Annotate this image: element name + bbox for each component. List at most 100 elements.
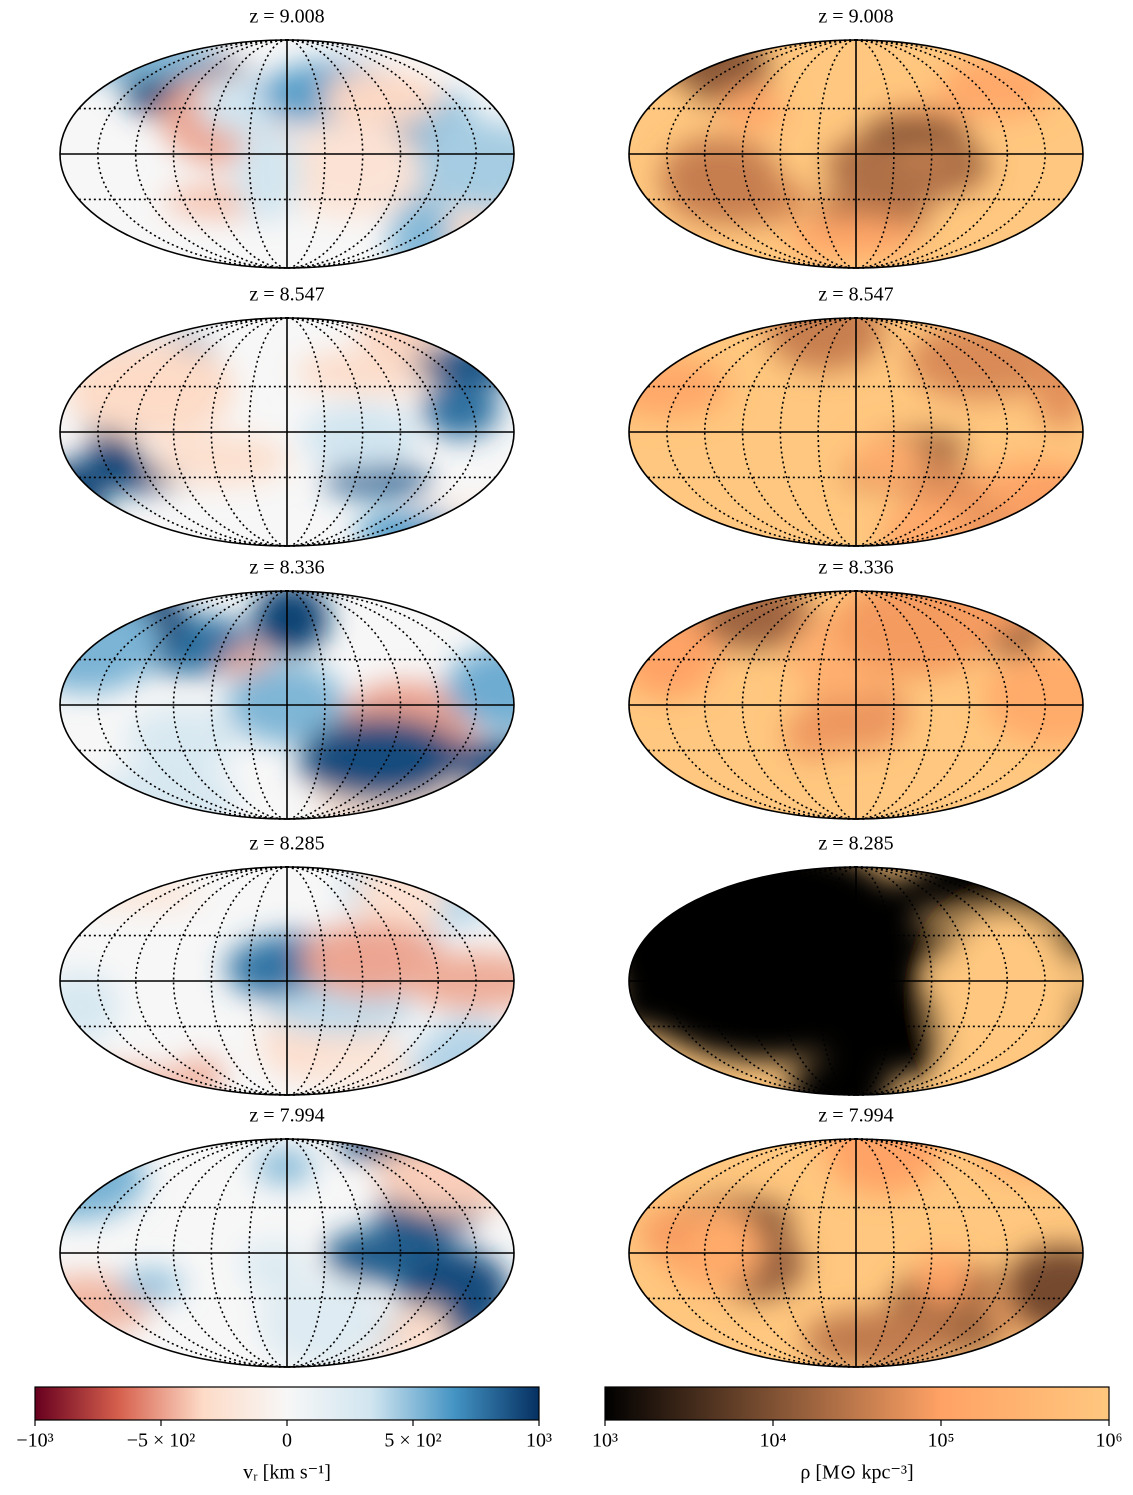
map-panel: z = 7.994 xyxy=(59,1105,515,1368)
map-panel: z = 7.994 xyxy=(628,1105,1084,1368)
map-blob xyxy=(413,343,514,384)
map-border xyxy=(59,866,515,1096)
colorbar-tick-label: 10⁴ xyxy=(760,1430,787,1452)
map-blob xyxy=(802,1310,956,1367)
map-blob xyxy=(825,1139,942,1195)
map-blob xyxy=(659,137,780,220)
meridian xyxy=(703,866,1009,1096)
colorbar-label: vᵣ [km s⁻¹] xyxy=(243,1462,331,1484)
map-field xyxy=(60,591,514,819)
map-panel: z = 9.008 xyxy=(59,6,515,269)
map-panel: z = 8.336 xyxy=(59,557,515,820)
map-field xyxy=(629,867,1083,1095)
map-blob xyxy=(267,987,416,1034)
map-blob xyxy=(302,404,420,470)
map-blob xyxy=(294,349,451,396)
panel-title: z = 7.994 xyxy=(818,1105,893,1127)
meridian xyxy=(134,866,440,1096)
map-blob xyxy=(975,1139,1083,1180)
map-blob xyxy=(118,1268,184,1302)
map-blob xyxy=(629,357,730,418)
map-border xyxy=(59,317,515,547)
map-panel: z = 8.285 xyxy=(59,833,515,1096)
map-blob xyxy=(299,716,464,802)
colorbar-tick-label: −10³ xyxy=(16,1430,53,1452)
map-blob xyxy=(60,318,157,342)
map-blob xyxy=(66,600,127,632)
map-blob xyxy=(448,795,514,819)
colorbar-fill xyxy=(34,1386,540,1421)
map-field xyxy=(60,867,514,1095)
colorbar-tick-label: 10⁵ xyxy=(928,1430,955,1452)
colorbar-tick-label: 10⁶ xyxy=(1096,1430,1123,1452)
meridian xyxy=(134,317,440,547)
meridian xyxy=(703,317,1009,547)
colorbar-tick-label: −5 × 10² xyxy=(127,1430,196,1452)
map-blob xyxy=(629,867,926,1061)
map-blob xyxy=(784,709,841,760)
map-panel: z = 8.547 xyxy=(628,284,1084,547)
map-blob xyxy=(1034,347,1083,429)
colorbar-tick-label: 5 × 10² xyxy=(384,1430,441,1452)
map-panel: z = 8.285 xyxy=(628,833,1084,1096)
panel-title: z = 8.336 xyxy=(818,557,893,579)
panel-title: z = 7.994 xyxy=(249,1105,324,1127)
map-blob xyxy=(323,464,434,497)
map-border xyxy=(59,39,515,269)
meridian xyxy=(703,590,1009,820)
meridian xyxy=(134,1138,440,1368)
map-panel: z = 8.336 xyxy=(628,557,1084,820)
map-blob xyxy=(60,1139,116,1187)
map-blob xyxy=(864,113,970,151)
map-blob xyxy=(321,69,442,125)
map-blob xyxy=(851,436,926,484)
panel-title: z = 8.547 xyxy=(818,284,893,306)
map-field xyxy=(629,591,1083,819)
colorbar-tick-label: 0 xyxy=(282,1430,292,1452)
colorbar: −10³ −5 × 10² 0 5 × 10² 10³ vᵣ [km s⁻¹] xyxy=(16,1386,552,1484)
map-blob xyxy=(253,591,329,655)
meridian xyxy=(134,39,440,269)
panel-title: z = 9.008 xyxy=(249,6,324,28)
map-blob xyxy=(60,1066,200,1095)
map-blob xyxy=(66,339,235,439)
map-blob xyxy=(150,432,289,487)
map-field xyxy=(629,318,1083,546)
map-blob xyxy=(389,196,453,268)
map-blob xyxy=(421,379,500,438)
map-blob xyxy=(439,505,514,546)
map-border xyxy=(628,866,1084,1096)
colorbar-fill xyxy=(604,1386,1110,1421)
map-blob xyxy=(234,127,301,223)
map-border xyxy=(628,590,1084,820)
map-blob xyxy=(60,971,120,1043)
panel-title: z = 8.285 xyxy=(818,833,893,855)
map-panel: z = 9.008 xyxy=(628,6,1084,269)
map-blob xyxy=(292,118,404,197)
map-blob xyxy=(255,1149,314,1185)
map-blob xyxy=(337,1139,507,1164)
map-border xyxy=(628,1138,1084,1368)
map-blob xyxy=(786,218,919,257)
meridian xyxy=(703,1138,1009,1368)
panel-title: z = 8.285 xyxy=(249,833,324,855)
map-blob xyxy=(983,647,1083,746)
map-field xyxy=(60,40,514,268)
map-blob xyxy=(60,40,215,81)
map-blob xyxy=(226,663,345,745)
map-border xyxy=(59,590,515,820)
colorbar-tick-label: 10³ xyxy=(526,1430,552,1452)
map-blob xyxy=(416,121,514,213)
map-blob xyxy=(1049,318,1083,353)
map-blob xyxy=(629,614,719,699)
panel-title: z = 8.547 xyxy=(249,284,324,306)
map-border xyxy=(628,317,1084,547)
meridian xyxy=(134,590,440,820)
map-blob xyxy=(1026,591,1083,624)
map-panel: z = 8.547 xyxy=(59,284,515,547)
map-blob xyxy=(125,706,243,771)
panel-title: z = 8.336 xyxy=(249,557,324,579)
colorbar: 10³ 10⁴ 10⁵ 10⁶ ρ [M⊙ kpc⁻³] xyxy=(592,1386,1123,1484)
map-border xyxy=(59,1138,515,1368)
